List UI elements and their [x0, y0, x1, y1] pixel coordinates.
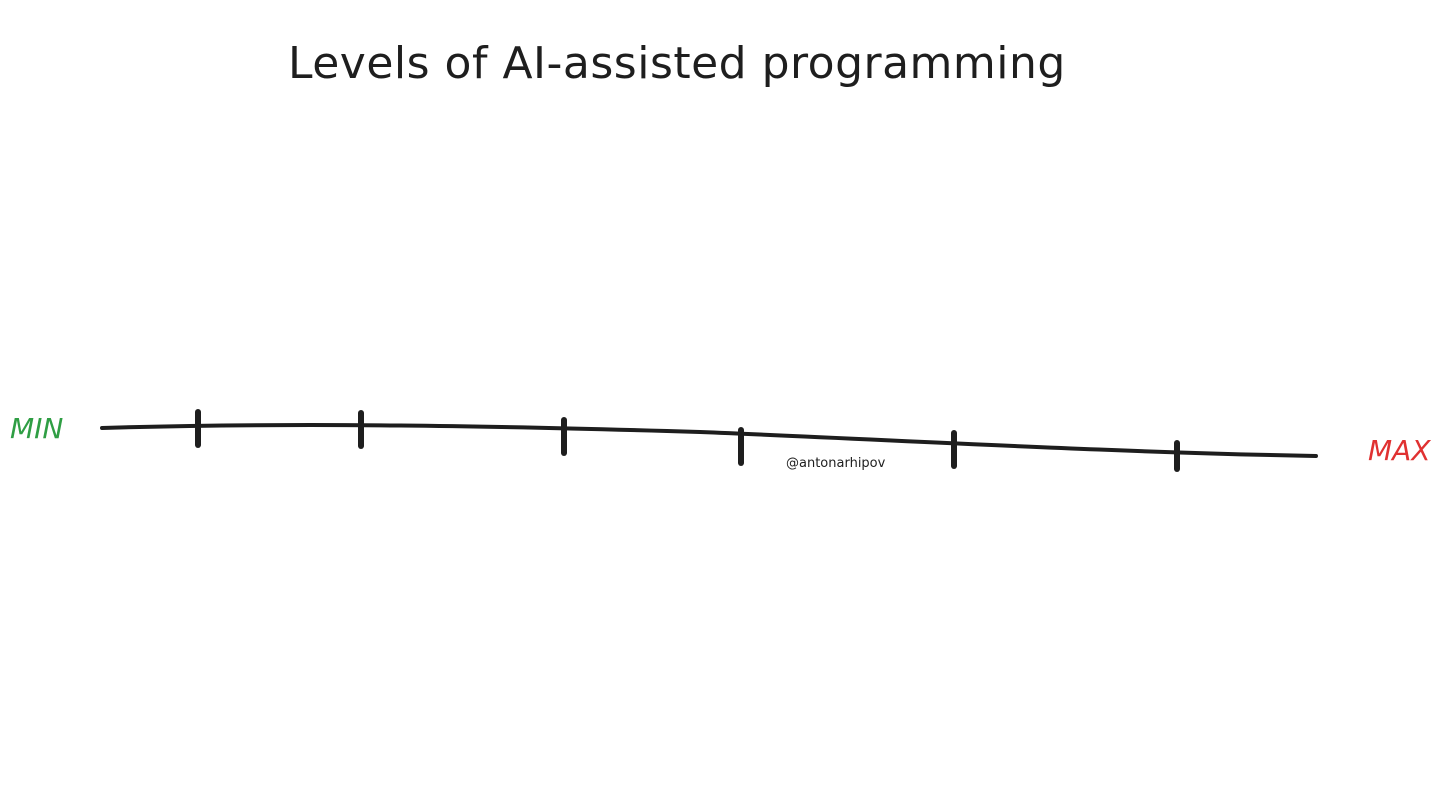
author-handle: @antonarhipov [786, 456, 886, 471]
scale-line [100, 423, 1318, 458]
diagram-title: Levels of AI-assisted programming [288, 38, 1066, 89]
scale-max-label: MAX [1368, 434, 1431, 467]
scale-min-label: MIN [10, 412, 64, 445]
